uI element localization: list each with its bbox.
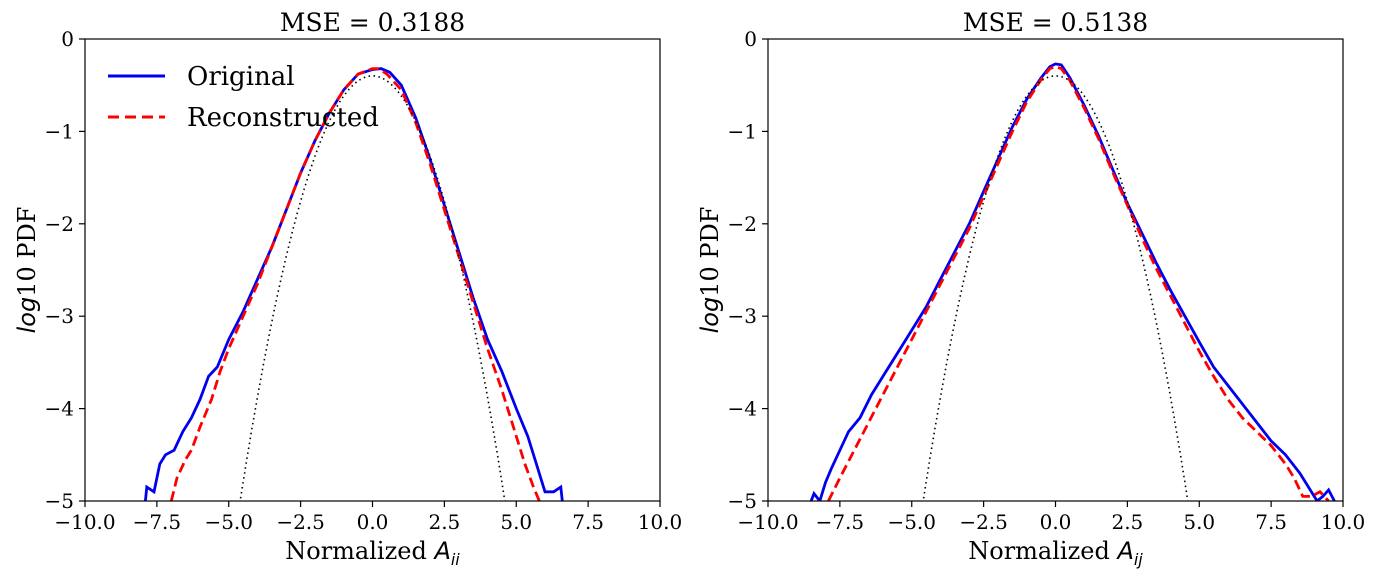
left-x-tick-label: 2.5 [428, 510, 460, 534]
right-y-tick-label: 0 [744, 27, 757, 51]
left-y-axis-label: log10 PDF [13, 207, 41, 334]
left-x-tick-label: −10.0 [54, 510, 115, 534]
right-series-original-line [809, 62, 1336, 501]
left-x-tick-label: 10.0 [638, 510, 683, 534]
right-x-tick-label: 10.0 [1321, 510, 1366, 534]
right-x-axis-label: Normalized Aij [968, 537, 1143, 569]
right-y-axis-label: log10 PDF [696, 207, 724, 334]
right-plot-frame [767, 38, 1344, 502]
left-x-tick-label: −2.5 [276, 510, 325, 534]
right-chart-title: MSE = 0.5138 [963, 8, 1148, 37]
right-x-tick-label: −10.0 [737, 510, 798, 534]
legend-label-original: Original [187, 62, 295, 92]
right-x-tick-label: 7.5 [1255, 510, 1287, 534]
left-y-tick-label: 0 [61, 27, 74, 51]
left-legend: Original Reconstructed [108, 62, 379, 133]
left-series-gaussian-reference-line [239, 75, 506, 501]
left-chart-title: MSE = 0.3188 [280, 8, 465, 37]
left-y-tick-label: −5 [45, 489, 74, 513]
left-y-tick-label: −1 [45, 119, 74, 143]
right-x-tick-label: 0.0 [1040, 510, 1072, 534]
right-y-tick-label: −5 [728, 489, 757, 513]
left-y-tick-label: −3 [45, 304, 74, 328]
right-y-tick-label: −2 [728, 212, 757, 236]
left-series-reconstructed-line [169, 67, 541, 501]
right-y-tick-label: −3 [728, 304, 757, 328]
left-x-tick-label: −7.5 [133, 510, 182, 534]
right-x-tick-label: −2.5 [959, 510, 1008, 534]
left-x-tick-label: 5.0 [500, 510, 532, 534]
left-y-tick-label: −4 [45, 397, 74, 421]
right-x-tick-label: −5.0 [887, 510, 936, 534]
right-panel: −10.0 −7.5 −5.0 −2.5 0.0 2.5 5.0 7.5 10.0 0 −1 −2 −3… [696, 8, 1366, 569]
right-series-gaussian-reference-line [922, 75, 1189, 501]
legend-label-reconstructed: Reconstructed [187, 103, 379, 133]
right-y-tick-label: −1 [728, 119, 757, 143]
left-x-tick-label: 0.0 [357, 510, 389, 534]
right-x-tick-label: −7.5 [816, 510, 865, 534]
left-series-original-line [144, 67, 564, 501]
right-series-reconstructed-line [827, 65, 1330, 501]
right-x-tick-label: 5.0 [1183, 510, 1215, 534]
left-panel: −10.0 −7.5 −5.0 −2.5 0.0 2.5 5.0 7.5 10.0 0 −1 −2 −3… [13, 8, 683, 569]
left-x-tick-label: 7.5 [572, 510, 604, 534]
left-y-tick-label: −2 [45, 212, 74, 236]
right-x-tick-label: 2.5 [1111, 510, 1143, 534]
right-y-tick-label: −4 [728, 397, 757, 421]
left-x-tick-label: −5.0 [204, 510, 253, 534]
left-x-axis-label: Normalized Aii [285, 537, 460, 569]
